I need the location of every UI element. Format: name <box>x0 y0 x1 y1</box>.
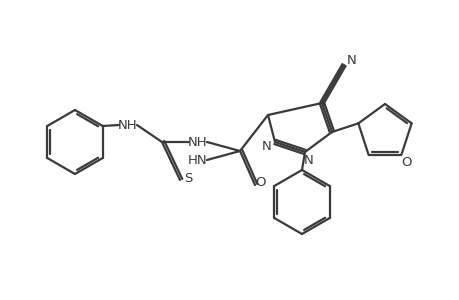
Text: NH: NH <box>118 118 138 131</box>
Text: NH: NH <box>188 136 207 148</box>
Text: O: O <box>255 176 266 190</box>
Text: N: N <box>262 140 271 152</box>
Text: N: N <box>303 154 313 166</box>
Text: O: O <box>400 156 411 169</box>
Text: S: S <box>184 172 192 184</box>
Text: N: N <box>347 53 356 67</box>
Text: HN: HN <box>188 154 207 166</box>
